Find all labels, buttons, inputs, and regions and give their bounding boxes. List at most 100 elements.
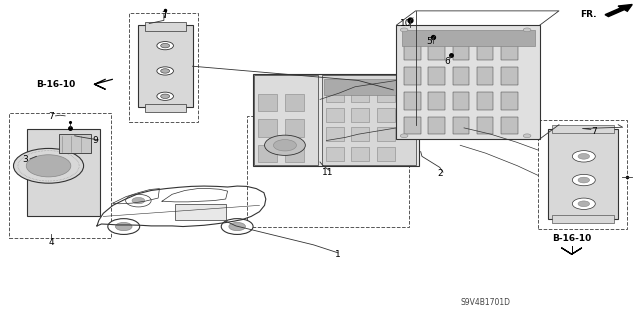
Circle shape xyxy=(273,140,296,151)
Circle shape xyxy=(578,153,589,159)
Circle shape xyxy=(161,43,170,48)
Bar xyxy=(351,147,369,161)
Circle shape xyxy=(221,219,253,234)
Bar xyxy=(254,75,318,165)
Circle shape xyxy=(13,148,84,183)
Bar xyxy=(326,108,344,122)
Bar xyxy=(258,119,277,137)
Bar xyxy=(326,127,344,141)
Bar xyxy=(477,68,493,85)
Bar xyxy=(285,119,304,137)
Bar xyxy=(428,92,445,109)
Bar xyxy=(404,92,420,109)
Bar xyxy=(326,147,344,161)
Bar xyxy=(145,104,186,112)
Bar xyxy=(9,113,111,238)
Bar xyxy=(285,145,304,162)
FancyBboxPatch shape xyxy=(138,25,193,107)
Bar xyxy=(175,204,226,219)
Circle shape xyxy=(572,151,595,162)
Bar xyxy=(377,147,394,161)
FancyArrow shape xyxy=(605,4,632,17)
Bar xyxy=(477,43,493,60)
Bar xyxy=(258,145,277,162)
Bar xyxy=(377,88,394,102)
Text: 10: 10 xyxy=(400,19,412,28)
FancyBboxPatch shape xyxy=(253,74,419,166)
Text: S9V4B1701D: S9V4B1701D xyxy=(461,298,511,307)
Circle shape xyxy=(26,155,71,177)
Bar xyxy=(351,88,369,102)
Bar xyxy=(285,94,304,111)
Text: B-16-10: B-16-10 xyxy=(552,234,591,243)
Bar xyxy=(538,120,627,229)
Circle shape xyxy=(578,177,589,183)
Bar xyxy=(452,43,469,60)
Circle shape xyxy=(524,28,531,32)
Text: 7: 7 xyxy=(48,112,54,121)
Bar xyxy=(258,94,277,111)
Circle shape xyxy=(157,41,173,50)
Text: FR.: FR. xyxy=(580,10,596,19)
Bar xyxy=(324,79,416,95)
Text: 7: 7 xyxy=(591,127,597,136)
Circle shape xyxy=(115,222,132,231)
Bar xyxy=(351,108,369,122)
Bar xyxy=(428,43,445,60)
Bar xyxy=(452,92,469,109)
FancyBboxPatch shape xyxy=(396,25,540,139)
Text: 3: 3 xyxy=(23,155,28,164)
Bar xyxy=(59,134,91,153)
Text: 5: 5 xyxy=(427,37,433,46)
Bar xyxy=(501,117,518,134)
Circle shape xyxy=(161,69,170,73)
Circle shape xyxy=(400,134,408,138)
Circle shape xyxy=(400,28,408,32)
Bar xyxy=(129,13,198,122)
Circle shape xyxy=(157,92,173,100)
Text: 9: 9 xyxy=(93,136,99,145)
Bar xyxy=(552,125,614,133)
Bar xyxy=(377,127,394,141)
Circle shape xyxy=(125,194,151,207)
Bar xyxy=(552,215,614,223)
Circle shape xyxy=(132,197,145,204)
Circle shape xyxy=(524,134,531,138)
Circle shape xyxy=(229,222,246,231)
Circle shape xyxy=(157,67,173,75)
Text: 1: 1 xyxy=(335,250,340,259)
Bar xyxy=(477,117,493,134)
Bar xyxy=(452,117,469,134)
Bar xyxy=(477,92,493,109)
Bar xyxy=(322,75,416,165)
FancyBboxPatch shape xyxy=(27,130,100,216)
Circle shape xyxy=(572,198,595,210)
Text: 11: 11 xyxy=(322,168,333,177)
Bar xyxy=(428,68,445,85)
Text: 4: 4 xyxy=(48,238,54,247)
Circle shape xyxy=(108,219,140,234)
Bar xyxy=(351,127,369,141)
Bar xyxy=(404,43,420,60)
Bar xyxy=(428,117,445,134)
Text: B-16-10: B-16-10 xyxy=(36,80,76,89)
Bar xyxy=(501,68,518,85)
Bar xyxy=(404,68,420,85)
Bar xyxy=(452,68,469,85)
FancyBboxPatch shape xyxy=(548,130,618,219)
Bar xyxy=(326,88,344,102)
Text: 7: 7 xyxy=(161,11,167,20)
Bar xyxy=(377,108,394,122)
Bar xyxy=(404,117,420,134)
Circle shape xyxy=(578,201,589,207)
Circle shape xyxy=(264,135,305,155)
Bar xyxy=(145,22,186,32)
Circle shape xyxy=(161,94,170,99)
Bar xyxy=(246,116,409,227)
Text: 2: 2 xyxy=(437,169,443,178)
Text: 6: 6 xyxy=(445,57,451,66)
Circle shape xyxy=(572,174,595,186)
Bar xyxy=(501,43,518,60)
Bar xyxy=(401,30,535,46)
Bar xyxy=(501,92,518,109)
